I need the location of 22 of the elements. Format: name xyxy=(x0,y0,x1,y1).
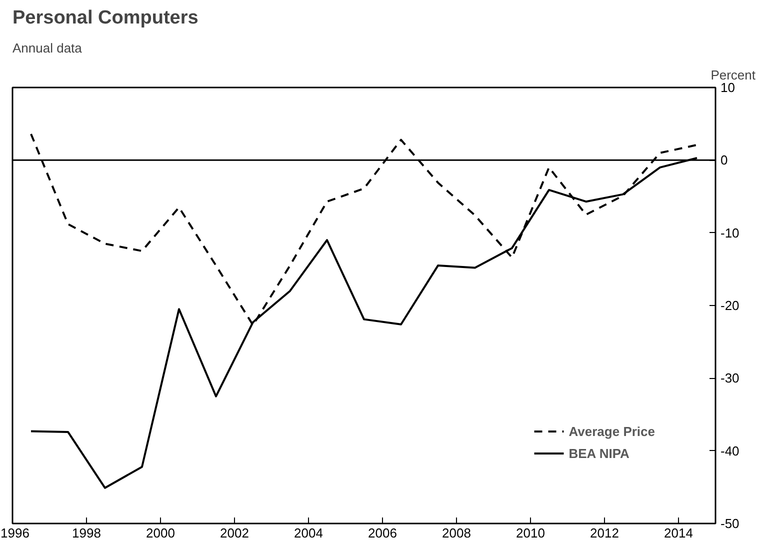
y-tick-label: -30 xyxy=(720,370,740,386)
y-tick-label: -20 xyxy=(720,298,740,313)
chart-subtitle: Annual data xyxy=(12,40,83,56)
legend-label: BEA NIPA xyxy=(568,446,630,460)
x-tick-label: 2008 xyxy=(442,526,471,540)
x-tick-label: 2002 xyxy=(220,526,249,540)
x-tick-label: 2004 xyxy=(294,526,323,540)
y-tick-label: 10 xyxy=(720,80,735,95)
y-tick-label: -40 xyxy=(720,443,740,458)
legend-label: Average Price xyxy=(568,424,655,438)
y-axis-title: Percent xyxy=(710,68,756,82)
y-tick-label: 0 xyxy=(720,152,728,168)
x-tick-label: 2014 xyxy=(664,526,693,540)
x-tick-label: 1998 xyxy=(72,526,101,540)
x-tick-label: 2012 xyxy=(590,526,619,540)
x-tick-label: 2006 xyxy=(368,526,397,540)
chart-title: Personal Computers xyxy=(12,8,198,28)
x-tick-label: 2000 xyxy=(146,526,175,540)
x-tick-label: 1996 xyxy=(0,526,30,540)
y-tick-label: -50 xyxy=(720,516,740,531)
y-tick-label: -10 xyxy=(720,225,740,240)
x-tick-label: 2010 xyxy=(516,526,545,540)
